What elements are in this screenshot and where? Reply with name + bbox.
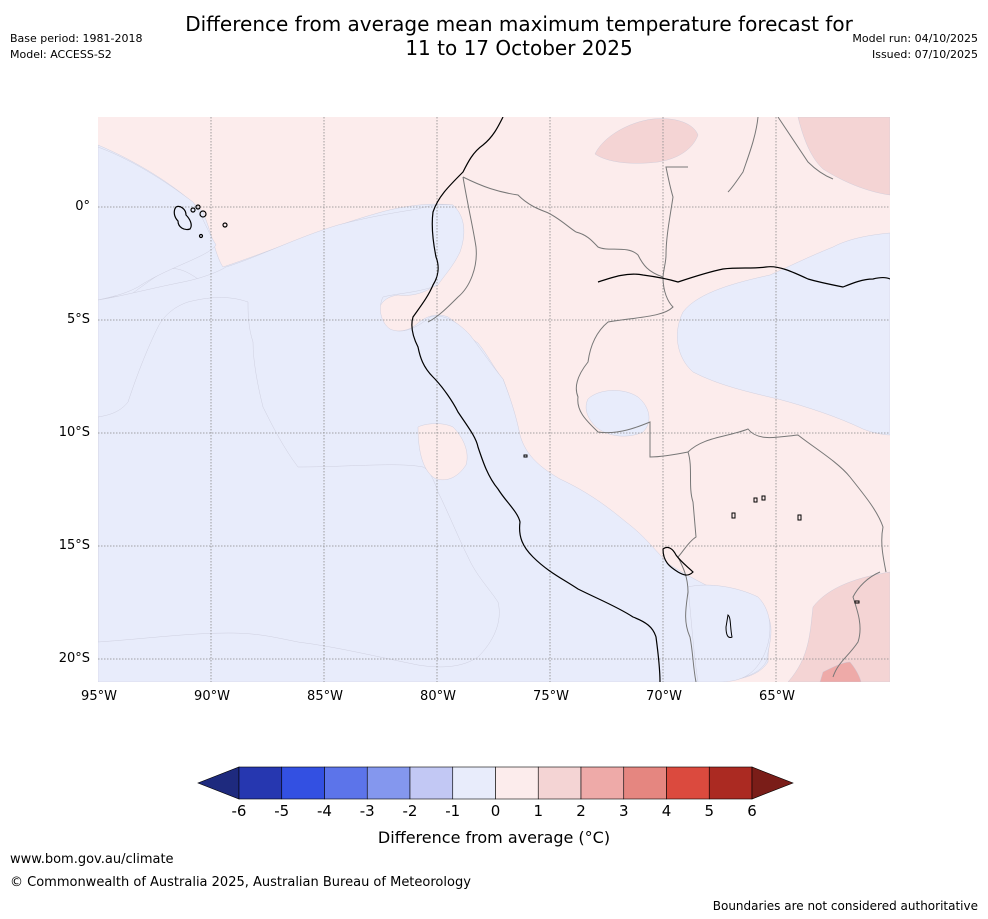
colorbar-tick-label: -4 <box>317 802 332 820</box>
colorbar-box <box>238 766 283 800</box>
anomaly-neg1-0-small-patch <box>585 390 650 437</box>
issued-text: Issued: 07/10/2025 <box>871 48 978 61</box>
anomaly-1-2-northeast-area <box>797 117 890 196</box>
lake-titicaca <box>662 546 694 576</box>
small-lakes <box>523 454 860 638</box>
colorbar-ticks: -6 -5 -4 -3 -2 -1 0 1 2 3 4 5 6 <box>232 802 757 820</box>
colorbar-box <box>623 766 667 800</box>
colorbar-tick-label: 2 <box>576 802 586 820</box>
meta-right: Model run: 04/10/2025 Issued: 07/10/2025 <box>852 31 978 63</box>
colorbar-box <box>324 766 368 800</box>
colorbar-tick-label: -5 <box>274 802 289 820</box>
colorbar-box <box>366 766 411 800</box>
temperature-anomaly-map <box>98 117 890 682</box>
colorbar-arrow-low <box>197 766 240 800</box>
colorbar-box <box>708 766 753 800</box>
colorbar-tick-label: 6 <box>747 802 757 820</box>
lat-label-0: 0° <box>75 199 90 214</box>
anomaly-neg1-0-south-area <box>687 584 771 682</box>
coastlines <box>411 117 890 682</box>
lat-label-15s: 15°S <box>58 538 90 553</box>
lon-label-95w: 95°W <box>81 689 117 704</box>
title-line-2: 11 to 17 October 2025 <box>405 36 633 60</box>
lat-label-5s: 5°S <box>66 312 90 327</box>
galapagos-islands <box>173 204 228 239</box>
colorbar-boxes <box>197 766 794 800</box>
lat-label-20s: 20°S <box>58 651 90 666</box>
colorbar-box <box>281 766 325 800</box>
colorbar-box <box>495 766 539 800</box>
colorbar-tick-label: 5 <box>704 802 714 820</box>
anomaly-2-3-area <box>819 661 862 682</box>
colorbar-arrow-high <box>751 766 794 800</box>
colorbar-box <box>666 766 710 800</box>
colorbar-box <box>409 766 454 800</box>
colorbar-tick-label: 4 <box>662 802 672 820</box>
colorbar: -6 -5 -4 -3 -2 -1 0 1 2 3 4 5 6 <box>197 766 794 820</box>
country-borders <box>427 117 887 682</box>
colorbar-tick-label: 0 <box>491 802 501 820</box>
anomaly-neg1-0-pacific-area <box>98 146 217 301</box>
meta-left: Base period: 1981-2018 Model: ACCESS-S2 <box>10 31 142 63</box>
base-period-text: Base period: 1981-2018 <box>10 32 143 45</box>
colorbar-box <box>580 766 625 800</box>
anomaly-1-2-southeast-area <box>787 571 890 682</box>
anomaly-1-2-north-area <box>594 118 699 164</box>
colorbar-tick-label: 3 <box>619 802 629 820</box>
title-line-1: Difference from average mean maximum tem… <box>185 12 853 36</box>
lon-label-80w: 80°W <box>420 689 456 704</box>
colorbar-tick-label: -3 <box>360 802 375 820</box>
lon-label-70w: 70°W <box>646 689 682 704</box>
model-run-text: Model run: 04/10/2025 <box>852 32 978 45</box>
lon-label-85w: 85°W <box>307 689 343 704</box>
colorbar-tick-label: -6 <box>232 802 247 820</box>
colorbar-tick-label: 1 <box>533 802 543 820</box>
lon-label-65w: 65°W <box>759 689 795 704</box>
colorbar-label: Difference from average (°C) <box>377 828 611 847</box>
colorbar-box <box>452 766 496 800</box>
anomaly-0-1-coastal-area <box>417 423 468 480</box>
lon-label-90w: 90°W <box>194 689 230 704</box>
lon-label-75w: 75°W <box>533 689 569 704</box>
colorbar-tick-label: -1 <box>445 802 460 820</box>
colorbar-tick-label: -2 <box>403 802 418 820</box>
lat-label-10s: 10°S <box>58 425 90 440</box>
website-text: www.bom.gov.au/climate <box>10 852 174 867</box>
model-text: Model: ACCESS-S2 <box>10 48 112 61</box>
copyright-text: © Commonwealth of Australia 2025, Austra… <box>10 875 471 890</box>
gridlines <box>98 117 890 682</box>
anomaly-neg1-0-amazon-area <box>677 232 890 436</box>
colorbar-box <box>537 766 582 800</box>
map-title: Difference from average mean maximum tem… <box>0 12 988 60</box>
disclaimer-text: Boundaries are not considered authoritat… <box>712 899 978 913</box>
